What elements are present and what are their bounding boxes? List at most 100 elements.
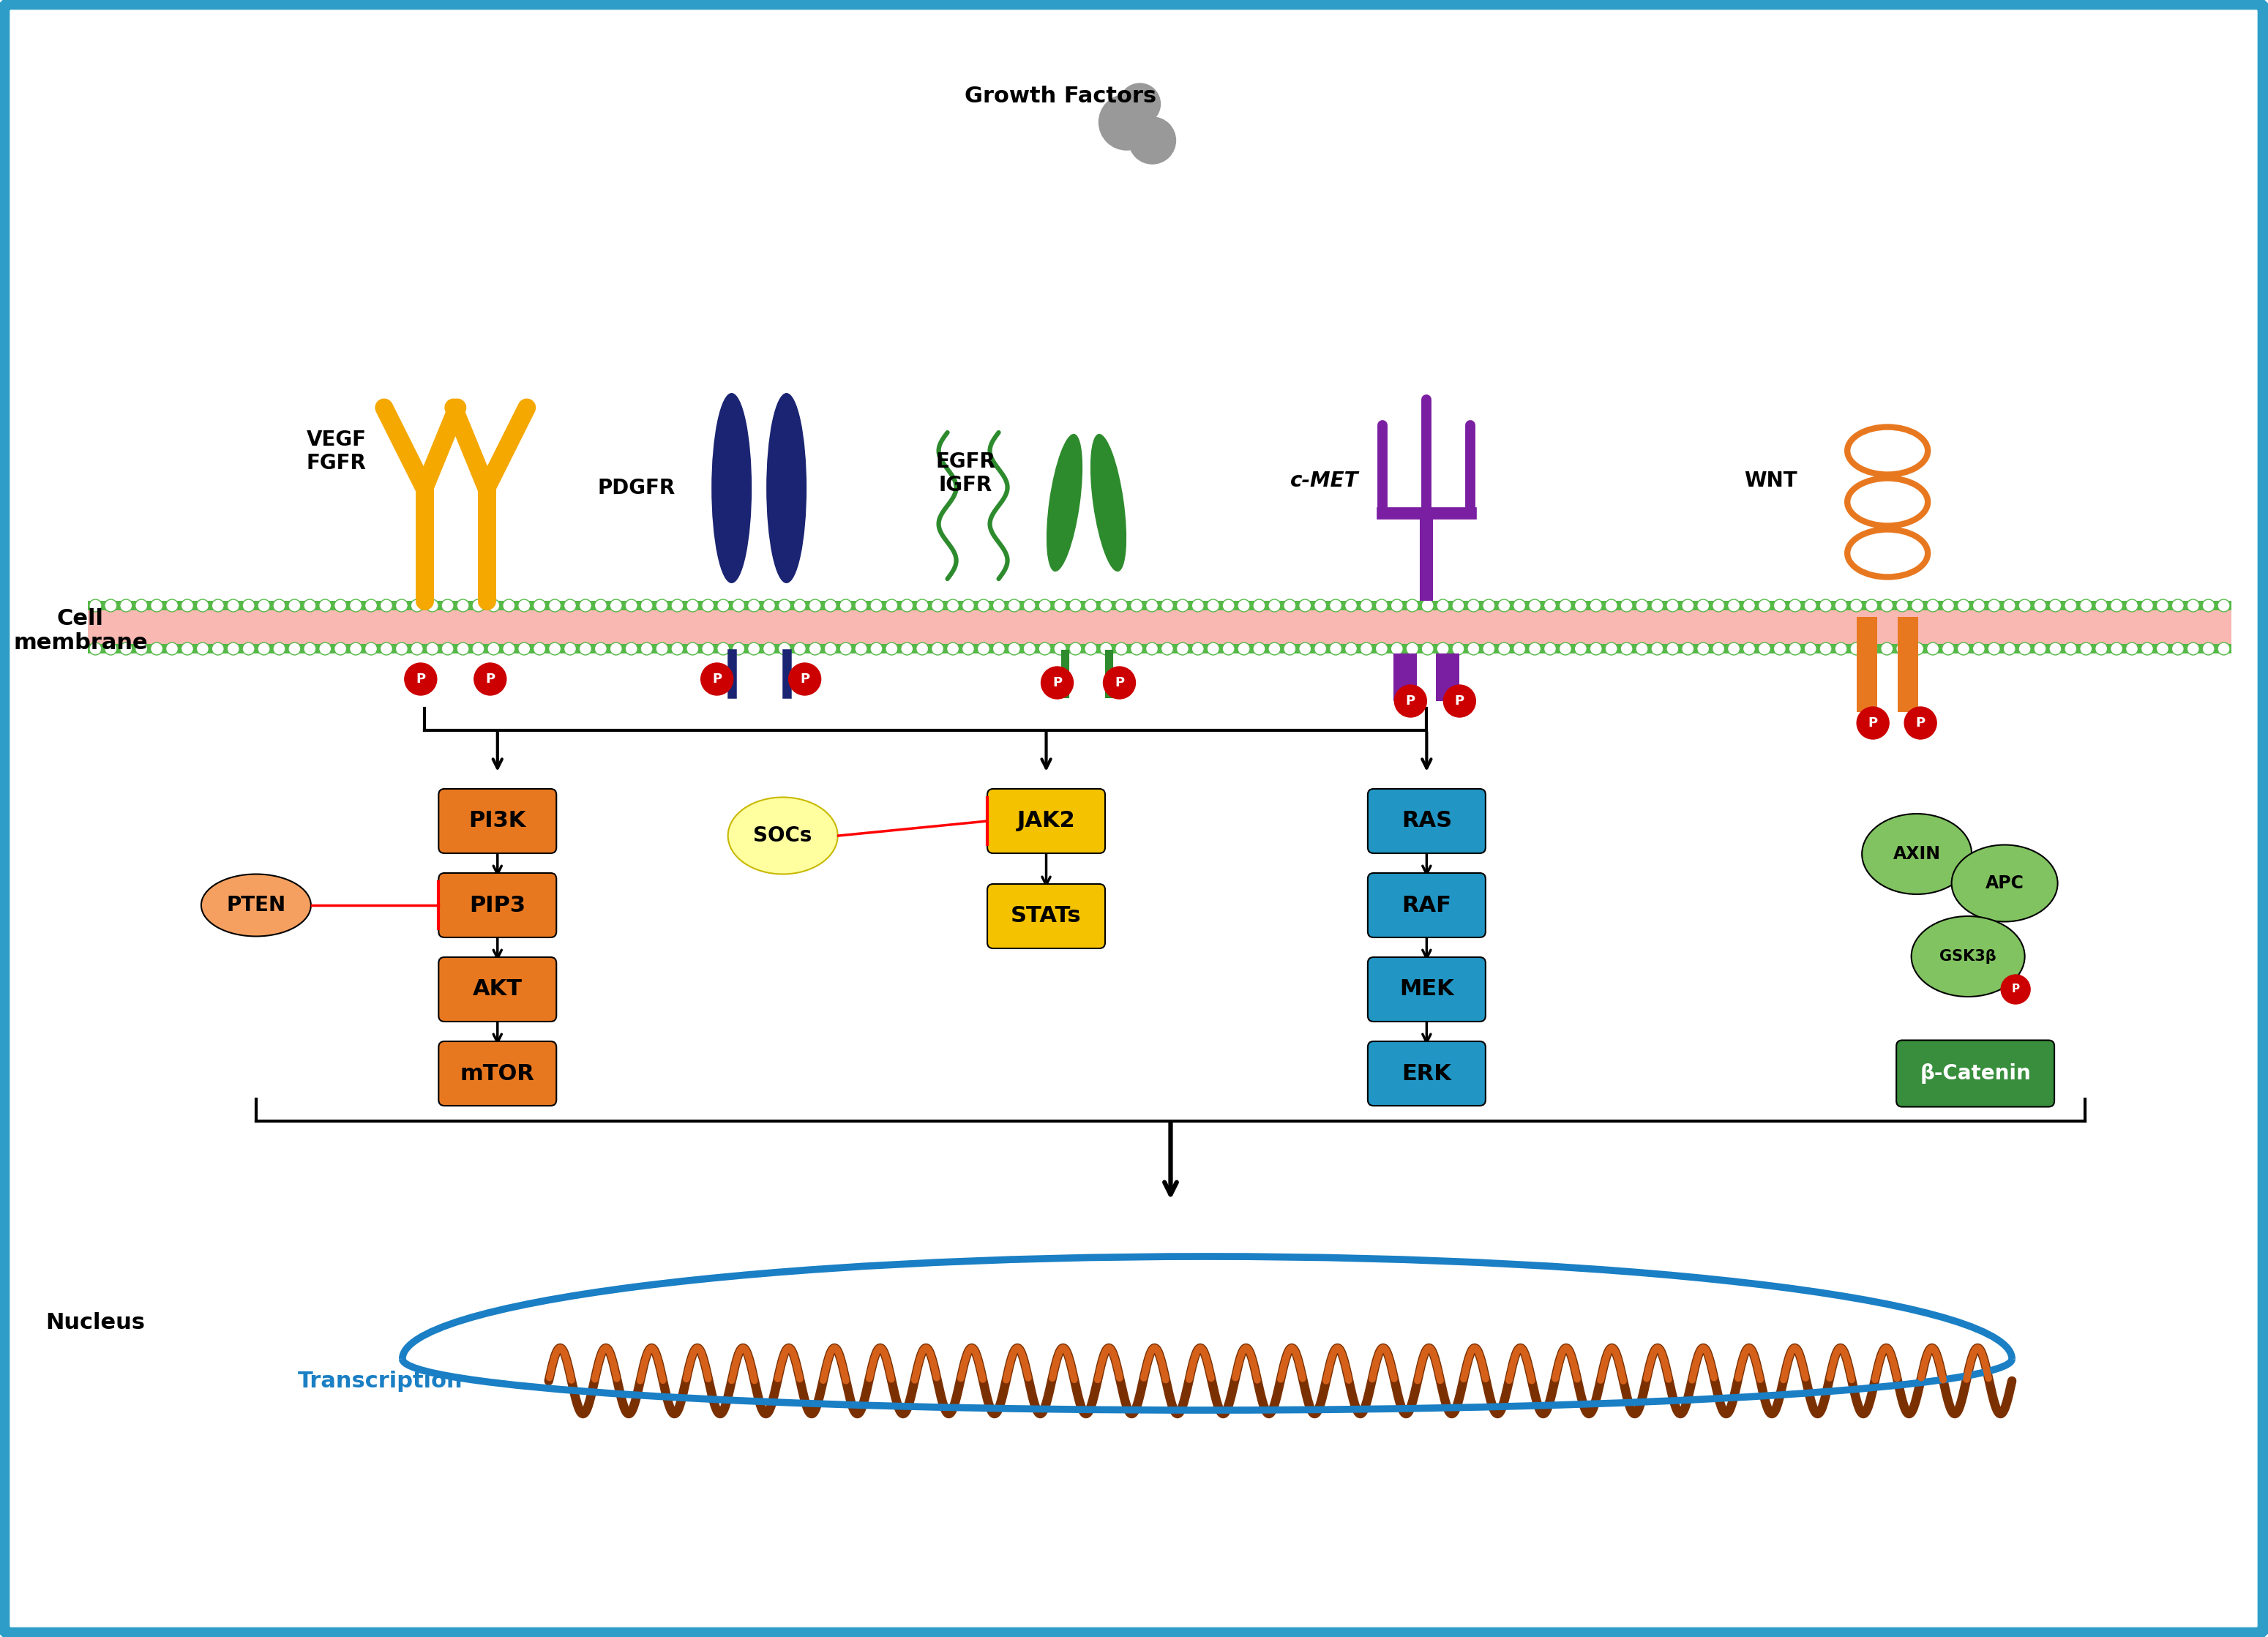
Circle shape — [733, 642, 744, 655]
Circle shape — [1436, 599, 1449, 612]
Circle shape — [227, 599, 240, 612]
FancyBboxPatch shape — [1368, 958, 1486, 1021]
Circle shape — [1835, 599, 1846, 612]
Circle shape — [1483, 642, 1495, 655]
Text: P: P — [1052, 676, 1061, 689]
Text: JAK2: JAK2 — [1016, 810, 1075, 832]
Circle shape — [2080, 642, 2091, 655]
Circle shape — [411, 599, 424, 612]
Circle shape — [748, 599, 760, 612]
Circle shape — [1268, 599, 1281, 612]
Circle shape — [166, 599, 179, 612]
Circle shape — [1774, 642, 1785, 655]
Circle shape — [2141, 599, 2152, 612]
Circle shape — [1345, 642, 1356, 655]
Circle shape — [823, 642, 837, 655]
Text: Cell
membrane: Cell membrane — [14, 607, 147, 653]
Circle shape — [810, 642, 821, 655]
Circle shape — [1819, 599, 1833, 612]
Circle shape — [962, 599, 975, 612]
Circle shape — [871, 642, 882, 655]
Bar — [88, 601, 2232, 611]
Text: P: P — [1916, 717, 1926, 730]
Circle shape — [1177, 642, 1188, 655]
Circle shape — [762, 599, 776, 612]
Text: Transcription: Transcription — [297, 1370, 463, 1391]
Circle shape — [1055, 642, 1066, 655]
Circle shape — [1574, 599, 1588, 612]
Circle shape — [1819, 642, 1833, 655]
Circle shape — [1422, 642, 1433, 655]
Circle shape — [810, 599, 821, 612]
Circle shape — [2157, 642, 2168, 655]
Ellipse shape — [712, 393, 751, 583]
Circle shape — [365, 599, 376, 612]
Circle shape — [288, 642, 302, 655]
Circle shape — [395, 599, 408, 612]
FancyBboxPatch shape — [438, 789, 556, 853]
FancyBboxPatch shape — [438, 1041, 556, 1105]
Circle shape — [1558, 642, 1572, 655]
Ellipse shape — [202, 874, 311, 936]
Ellipse shape — [767, 393, 807, 583]
Circle shape — [1728, 642, 1740, 655]
Circle shape — [503, 642, 515, 655]
Bar — [88, 611, 2232, 643]
Circle shape — [503, 599, 515, 612]
Circle shape — [2080, 599, 2091, 612]
Circle shape — [1422, 599, 1433, 612]
Circle shape — [1102, 666, 1136, 699]
Text: GSK3β: GSK3β — [1939, 949, 1996, 964]
Circle shape — [565, 642, 576, 655]
Circle shape — [333, 599, 347, 612]
Circle shape — [1300, 599, 1311, 612]
Circle shape — [1864, 599, 1878, 612]
Circle shape — [304, 642, 315, 655]
Circle shape — [304, 599, 315, 612]
Text: mTOR: mTOR — [460, 1062, 535, 1084]
Circle shape — [349, 599, 363, 612]
Bar — [1395, 653, 1418, 701]
Circle shape — [594, 599, 608, 612]
Circle shape — [1590, 599, 1601, 612]
Circle shape — [993, 642, 1005, 655]
Circle shape — [1467, 642, 1479, 655]
Circle shape — [1926, 642, 1939, 655]
Circle shape — [288, 599, 302, 612]
Circle shape — [1177, 599, 1188, 612]
Circle shape — [900, 599, 914, 612]
Circle shape — [2125, 599, 2139, 612]
Text: SOCs: SOCs — [753, 825, 812, 846]
Circle shape — [1758, 642, 1771, 655]
Circle shape — [1545, 599, 1556, 612]
Circle shape — [640, 642, 653, 655]
Circle shape — [2064, 599, 2077, 612]
Bar — [1898, 617, 1919, 712]
Circle shape — [227, 642, 240, 655]
Circle shape — [1590, 642, 1601, 655]
Circle shape — [993, 599, 1005, 612]
FancyBboxPatch shape — [438, 873, 556, 938]
Circle shape — [243, 599, 254, 612]
Circle shape — [1973, 599, 1984, 612]
Circle shape — [1161, 642, 1173, 655]
Ellipse shape — [1912, 917, 2025, 997]
Circle shape — [565, 599, 576, 612]
Circle shape — [2202, 642, 2214, 655]
Circle shape — [1857, 707, 1889, 738]
Text: AXIN: AXIN — [1894, 845, 1941, 863]
Circle shape — [1651, 599, 1662, 612]
Circle shape — [778, 599, 792, 612]
Text: P: P — [1869, 717, 1878, 730]
Circle shape — [1864, 642, 1878, 655]
Text: P: P — [2012, 984, 2021, 995]
Circle shape — [1667, 642, 1678, 655]
Circle shape — [578, 599, 592, 612]
Text: VEGF
FGFR: VEGF FGFR — [306, 429, 367, 473]
Circle shape — [655, 642, 669, 655]
Circle shape — [426, 642, 438, 655]
Circle shape — [259, 642, 270, 655]
Circle shape — [1912, 599, 1923, 612]
Circle shape — [1345, 599, 1356, 612]
Circle shape — [594, 642, 608, 655]
